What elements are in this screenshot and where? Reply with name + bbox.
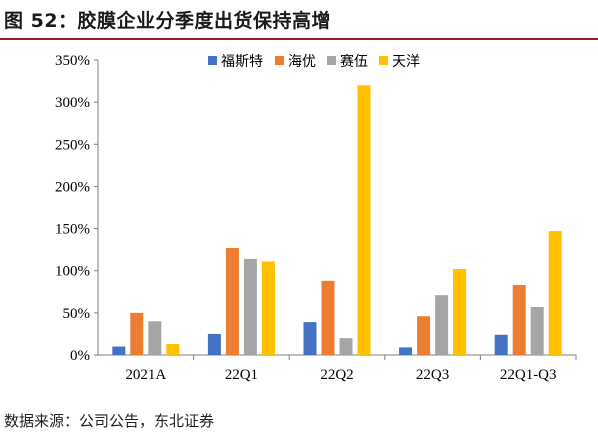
bar-0-3 <box>166 344 180 355</box>
bar-2-2 <box>339 338 353 355</box>
bar-3-2 <box>435 295 449 355</box>
bar-2-1 <box>321 280 335 355</box>
y-tick-label: 50% <box>63 306 91 322</box>
bar-2-3 <box>357 85 371 356</box>
legend-swatch <box>275 56 284 65</box>
bar-3-1 <box>417 316 431 355</box>
legend-swatch <box>208 56 217 65</box>
chart-axes: 0% 50% 100% 150% 200% 250% 300% 350% 2021A 22Q1 22… <box>55 53 577 383</box>
bar-0-2 <box>148 321 162 355</box>
y-tick-label: 150% <box>55 222 90 238</box>
bar-2-0 <box>303 322 317 355</box>
x-tick-label: 22Q1-Q3 <box>500 367 557 383</box>
y-tick-label: 200% <box>55 179 90 195</box>
bar-4-2 <box>530 306 544 355</box>
y-tick-label: 350% <box>55 53 90 69</box>
x-tick-label: 22Q2 <box>320 367 353 383</box>
y-tick-label: 100% <box>55 264 90 280</box>
legend-swatch <box>327 56 336 65</box>
y-tick-label: 300% <box>55 95 90 111</box>
bar-0-1 <box>130 312 144 355</box>
bar-1-3 <box>261 261 275 355</box>
legend-label: 天洋 <box>392 54 420 70</box>
x-tick-label: 22Q3 <box>416 367 449 383</box>
bar-1-1 <box>225 247 239 355</box>
bar-3-3 <box>453 269 467 355</box>
legend-label: 海优 <box>288 54 316 70</box>
bar-4-3 <box>548 231 562 355</box>
data-source-note: 数据来源：公司公告，东北证券 <box>4 412 215 430</box>
x-tick-label: 22Q1 <box>225 367 258 383</box>
y-tick-label: 0% <box>70 348 90 364</box>
legend-label: 福斯特 <box>221 54 263 70</box>
bar-chart: 0% 50% 100% 150% 200% 250% 300% 350% 2021A 22Q1 22… <box>55 53 577 383</box>
bar-1-0 <box>207 333 221 355</box>
bar-3-0 <box>399 347 413 355</box>
title-divider <box>0 38 598 40</box>
bar-0-0 <box>112 346 126 355</box>
chart-bars <box>112 85 562 356</box>
bar-1-2 <box>243 258 257 355</box>
legend-label: 赛伍 <box>340 54 368 70</box>
x-tick-label: 2021A <box>125 367 166 383</box>
bar-4-1 <box>512 285 526 355</box>
figure-title: 图 52：胶膜企业分季度出货保持高增 <box>4 10 332 32</box>
bar-4-0 <box>494 334 508 355</box>
chart-legend: 福斯特 海优 赛伍 天洋 <box>208 54 420 70</box>
legend-swatch <box>379 56 388 65</box>
y-tick-label: 250% <box>55 137 90 153</box>
